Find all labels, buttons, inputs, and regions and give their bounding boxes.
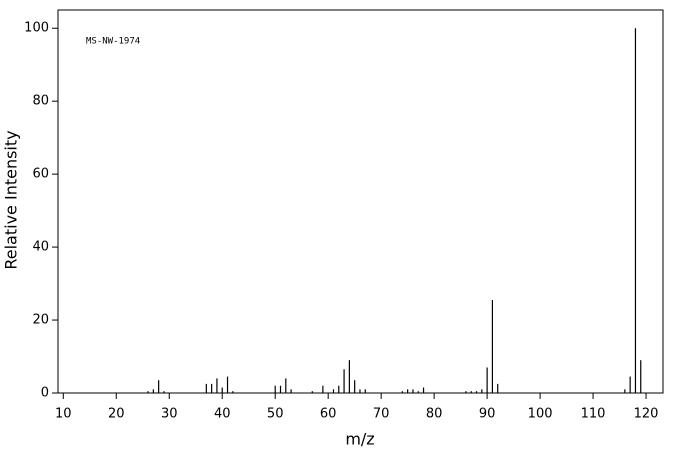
x-tick-label: 80: [426, 407, 443, 422]
y-axis-label: Relative Intensity: [2, 130, 21, 269]
x-tick-label: 90: [479, 407, 496, 422]
x-axis-label: m/z: [345, 430, 374, 449]
y-tick-label: 0: [41, 386, 49, 401]
plot-frame: [57, 9, 664, 394]
x-tick-label: 10: [55, 407, 72, 422]
x-tick-label: 70: [373, 407, 390, 422]
annotation: MS-NW-1974: [86, 37, 140, 47]
x-tick-label: 110: [581, 407, 606, 422]
y-tick-label: 80: [32, 94, 49, 109]
x-tick-label: 40: [214, 407, 231, 422]
y-tick-label: 60: [32, 167, 49, 182]
x-tick-label: 120: [634, 407, 659, 422]
x-tick-label: 60: [320, 407, 337, 422]
x-tick-label: 100: [528, 407, 553, 422]
y-tick-label: 20: [32, 313, 49, 328]
x-tick-label: 50: [267, 407, 284, 422]
x-tick-label: 30: [161, 407, 178, 422]
x-tick-label: 20: [108, 407, 125, 422]
y-tick-label: 40: [32, 240, 49, 255]
y-tick-label: 100: [24, 21, 49, 36]
